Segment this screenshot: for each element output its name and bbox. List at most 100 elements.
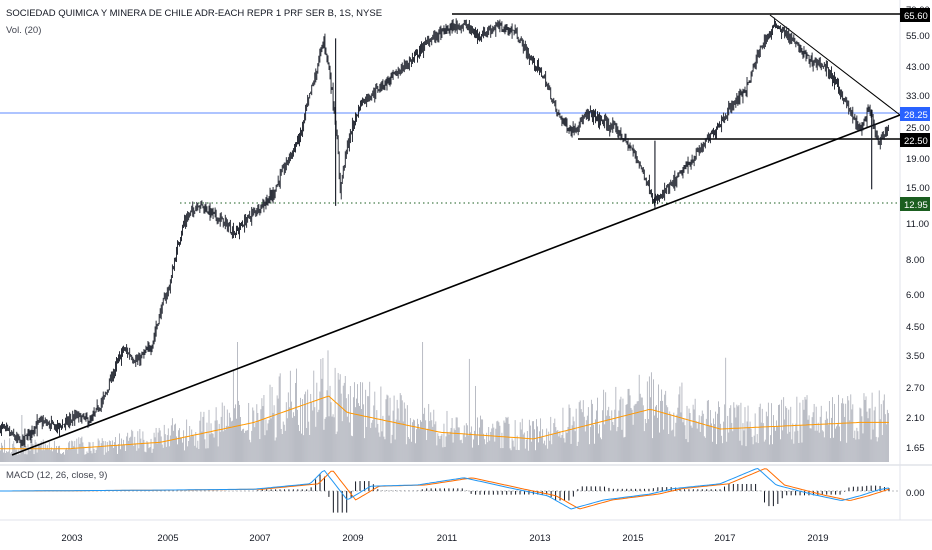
volume-bar <box>368 396 370 462</box>
volume-bar <box>493 427 495 462</box>
volume-bar <box>102 440 104 462</box>
volume-bar <box>71 440 73 462</box>
volume-bar <box>412 419 414 462</box>
volume-bar <box>196 447 198 462</box>
volume-bar <box>769 435 771 462</box>
volume-bar <box>309 434 311 462</box>
volume-bar <box>234 404 236 462</box>
volume-bar <box>341 421 343 462</box>
volume-bar <box>743 430 745 462</box>
volume-bar <box>611 410 613 462</box>
volume-bar <box>205 448 207 462</box>
volume-bar <box>356 398 357 462</box>
y-tick: 19.00 <box>906 154 930 165</box>
volume-bar <box>853 438 855 462</box>
volume-bar <box>182 442 184 462</box>
volume-bar <box>483 433 485 462</box>
volume-bar <box>627 389 629 462</box>
time-axis[interactable]: 2003 2005 2007 2009 2011 2013 2015 2017 … <box>61 533 828 544</box>
volume-bar <box>865 396 867 462</box>
volume-bar <box>698 415 700 462</box>
volume-bar <box>802 399 804 462</box>
volume-bar <box>346 416 348 462</box>
volume-bar <box>482 419 484 462</box>
volume-bar <box>609 416 611 462</box>
volume-bar <box>543 443 545 462</box>
volume-bar <box>173 424 175 462</box>
volume-bar <box>812 412 814 462</box>
volume-bar <box>146 440 148 462</box>
volume-bar <box>430 412 432 462</box>
volume-bar <box>666 405 668 462</box>
volume-bar <box>211 433 213 462</box>
volume-bar <box>794 431 796 462</box>
volume-bar <box>379 436 381 462</box>
volume-bar <box>75 448 77 462</box>
volume-bar <box>420 420 421 462</box>
volume-bar <box>415 443 416 462</box>
volume-indicator-label[interactable]: Vol. (20) <box>6 25 42 36</box>
volume-bar <box>137 431 139 462</box>
volume-bar <box>798 443 800 462</box>
volume-bar <box>848 400 850 462</box>
volume-bar <box>76 438 78 462</box>
volume-bar <box>811 417 813 462</box>
volume-bar <box>566 432 568 462</box>
volume-bar <box>42 439 44 462</box>
volume-bar <box>21 415 23 462</box>
volume-bar <box>765 411 767 462</box>
volume-bar <box>540 418 542 462</box>
volume-bar <box>119 433 120 462</box>
volume-bar <box>369 381 371 462</box>
volume-bar <box>395 419 397 462</box>
volume-bar <box>83 446 85 462</box>
volume-bar <box>156 443 158 462</box>
volume-bar <box>786 408 788 462</box>
volume-bar <box>777 426 778 462</box>
volume-bar <box>657 417 658 462</box>
volume-bar <box>0 450 1 462</box>
volume-bar <box>730 405 732 462</box>
volume-bar <box>643 431 645 462</box>
volume-bar <box>581 412 583 462</box>
volume-bar <box>832 397 833 462</box>
volume-bar <box>859 407 861 462</box>
volume-bar <box>174 423 176 462</box>
volume-bar <box>259 439 261 462</box>
volume-bar <box>879 419 881 462</box>
volume-bar <box>117 453 118 462</box>
volume-bar <box>517 449 519 462</box>
volume-bar <box>4 439 6 462</box>
volume-bar <box>74 440 76 462</box>
volume-bar <box>799 402 801 462</box>
volume-bar <box>479 427 480 462</box>
volume-bar <box>510 450 512 462</box>
volume-bar <box>428 404 430 462</box>
volume-bar <box>217 446 219 462</box>
volume-bar <box>782 430 784 462</box>
volume-bar <box>568 404 570 462</box>
volume-bar <box>462 434 464 462</box>
volume-bar <box>703 436 705 462</box>
volume-bar <box>312 410 314 462</box>
volume-bar <box>535 450 536 462</box>
macd-indicator-label[interactable]: MACD (12, 26, close, 9) <box>6 470 108 481</box>
volume-bar <box>400 395 402 462</box>
volume-bar <box>245 430 247 462</box>
volume-bar <box>72 441 74 462</box>
volume-moving-average <box>0 395 889 450</box>
volume-bar <box>268 419 270 462</box>
long-term-ascending-trendline[interactable] <box>11 114 901 456</box>
volume-bar <box>664 394 666 462</box>
volume-bar <box>98 440 100 462</box>
descending-trendline[interactable] <box>769 14 901 116</box>
volume-bar <box>91 453 93 462</box>
volume-bar <box>502 448 504 462</box>
volume-bar <box>179 428 180 462</box>
volume-bar <box>716 444 717 462</box>
volume-bar <box>183 430 185 462</box>
volume-bar <box>625 404 627 462</box>
volume-bar <box>425 420 427 462</box>
volume-bar <box>399 393 401 462</box>
